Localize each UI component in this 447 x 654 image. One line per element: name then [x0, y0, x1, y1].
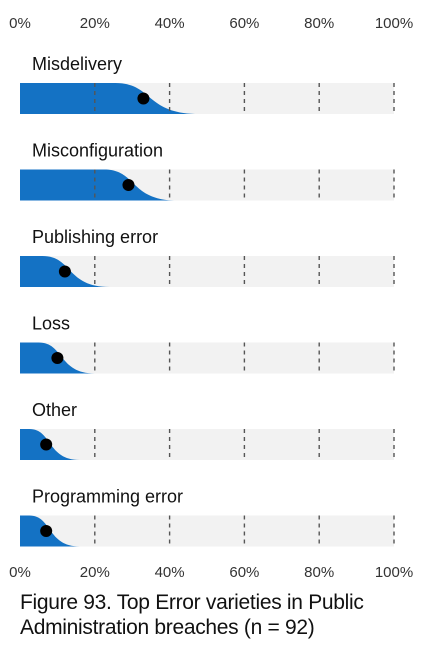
category-label: Misdelivery: [32, 54, 122, 74]
point-estimate: [51, 352, 64, 364]
x-tick-label-bottom: 20%: [80, 564, 110, 581]
x-tick-label-top: 60%: [229, 15, 259, 32]
category-label: Programming error: [32, 487, 183, 507]
x-tick-label-bottom: 0%: [9, 564, 31, 581]
distribution-area: [20, 83, 200, 114]
point-estimate: [58, 265, 71, 278]
x-tick-label-bottom: 60%: [229, 564, 259, 581]
x-tick-label-bottom: 80%: [304, 564, 334, 581]
x-tick-label-top: 20%: [80, 15, 110, 32]
x-tick-label-top: 40%: [155, 15, 185, 32]
bar-track: [20, 515, 394, 547]
distribution-area: [20, 169, 178, 201]
point-estimate: [40, 438, 53, 451]
x-tick-label-bottom: 40%: [155, 564, 185, 581]
x-tick-label-top: 100%: [375, 15, 413, 32]
point-estimate: [137, 92, 150, 105]
category-label: Publishing error: [32, 227, 158, 247]
point-estimate: [40, 525, 53, 537]
category-label: Misconfiguration: [32, 141, 163, 161]
category-label: Loss: [32, 314, 70, 334]
x-tick-label-bottom: 100%: [375, 564, 413, 581]
point-estimate: [122, 179, 135, 191]
x-tick-label-top: 80%: [304, 15, 334, 32]
bar-track: [20, 429, 394, 460]
category-label: Other: [32, 400, 77, 420]
bar-track: [20, 342, 394, 374]
figure-caption: Figure 93. Top Error varieties in Public…: [20, 591, 364, 639]
x-tick-label-top: 0%: [9, 15, 31, 32]
